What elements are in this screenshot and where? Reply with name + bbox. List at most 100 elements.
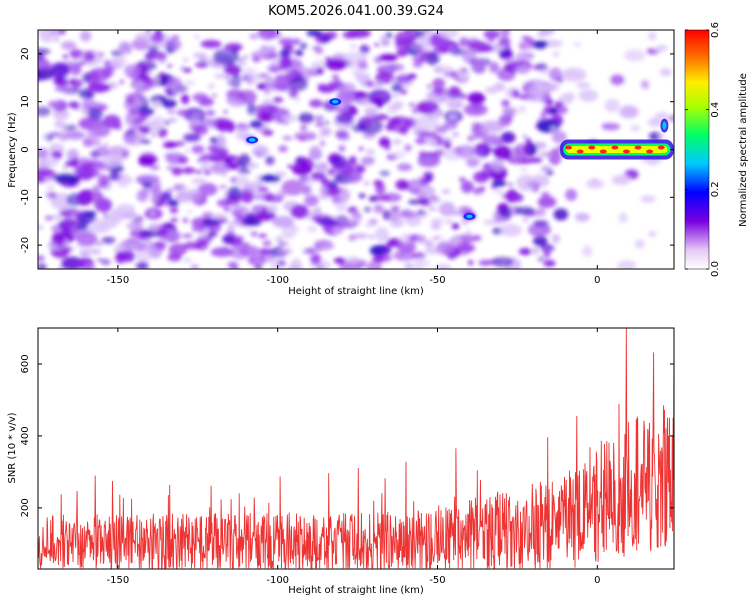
chart-title: KOM5.2026.041.00.39.G24: [268, 4, 444, 19]
spectrogram-noise-blob: [205, 109, 216, 117]
spectrogram-noise-blob: [604, 98, 620, 113]
spectrogram-noise-blob: [396, 163, 413, 172]
spectrogram-noise-blob: [500, 30, 511, 38]
spectrogram-noise-blob: [281, 114, 298, 123]
spectrogram-noise-blob: [311, 60, 328, 71]
spectrogram-noise-blob: [299, 42, 308, 50]
spectrogram-noise-blob: [180, 93, 190, 105]
spectrogram-noise-blob: [133, 80, 145, 93]
spectrogram-noise-blob: [409, 180, 422, 191]
spectrogram-noise-blob: [136, 249, 152, 264]
spectrogram-noise-blob: [424, 131, 437, 139]
spectrogram-noise-blob: [115, 203, 136, 215]
spectrogram-noise-blob: [358, 146, 365, 152]
colorbar-label: Normalized spectral amplitude: [738, 73, 749, 227]
snr-axes: -150 -100 -50 0 200 400 600: [20, 328, 674, 586]
spectrogram-noise-blob: [348, 234, 357, 242]
spectrogram-noise-blob: [128, 106, 138, 116]
spectrogram-noise-blob: [223, 109, 228, 114]
spectrogram-noise-blob: [151, 132, 156, 137]
spectrogram-noise-blob: [533, 220, 549, 227]
colorbar-gradient: [684, 29, 710, 270]
spectrogram-noise-blob: [659, 68, 672, 77]
spectrogram-noise-blob: [370, 194, 390, 202]
spectrogram-noise-blob: [363, 114, 375, 126]
spectrogram-noise-blob: [167, 64, 172, 68]
spectrogram-noise-blob: [65, 130, 85, 141]
spectrogram-noise-blob: [171, 167, 183, 176]
spectrogram-noise-blob: [363, 206, 372, 213]
spectrogram-noise-blob: [38, 224, 44, 231]
spectrogram-noise-blob: [418, 150, 426, 158]
spectrogram-noise-blob: [257, 186, 269, 192]
spectrogram-noise-blob: [513, 143, 532, 156]
spectrogram-noise-blob: [365, 148, 375, 156]
spectrogram-noise-blob: [243, 55, 249, 59]
spectrogram-noise-blob: [396, 48, 408, 57]
spectrogram-noise-blob: [335, 113, 354, 124]
spectrogram-noise-blob: [173, 141, 186, 147]
spectrogram-noise-blob: [252, 193, 268, 201]
spectrogram-noise-blob: [457, 66, 470, 82]
spectrogram-noise-blob: [157, 127, 168, 138]
spectrogram-noise-blob: [169, 207, 179, 214]
spectrogram-noise-blob: [51, 131, 61, 138]
spectrogram-noise-blob: [543, 249, 551, 258]
spectrogram-noise-blob: [434, 236, 439, 240]
spectrogram-noise-blob: [238, 153, 251, 169]
spectrogram-noise-blob: [332, 74, 340, 81]
spectrogram-noise-blob: [94, 197, 113, 212]
spectrogram-noise-blob: [527, 157, 543, 163]
spectrogram-noise-blob: [565, 92, 575, 102]
snr-x-tick-label: -150: [107, 575, 130, 586]
spectrogram-noise-blob: [592, 178, 598, 183]
spectrogram-noise-blob: [536, 119, 560, 133]
spectrogram-noise-blob: [222, 174, 227, 177]
spectrogram-noise-blob: [276, 250, 288, 258]
spectrogram-frame: [37, 29, 675, 270]
spectrogram-noise-blob: [209, 137, 218, 143]
spectrogram-noise-blob: [408, 199, 422, 205]
spectrogram-noise-blob: [439, 201, 456, 217]
spectrogram-noise-blob: [124, 134, 146, 146]
spectrogram-noise-blob: [122, 151, 128, 157]
spectrogram-noise-blob: [259, 174, 281, 183]
spectrogram-noise-blob: [233, 100, 246, 107]
spectrogram-noise-blob: [304, 194, 319, 207]
spectrogram-noise-blob: [258, 247, 272, 256]
spectrogram-noise-blob: [345, 220, 359, 227]
spectrogram-noise-blob: [375, 226, 389, 242]
spectrogram-noise-blob: [484, 43, 490, 49]
spectrogram-noise-blob: [414, 30, 425, 38]
spectrogram-noise-blob: [247, 163, 259, 169]
spectrogram-hotspot-core: [332, 99, 339, 104]
spectrogram-noise-blob: [335, 129, 349, 139]
spectrogram-noise-blob: [150, 212, 156, 216]
spectrogram-noise-blob: [166, 188, 175, 192]
spectrogram-noise-blob: [154, 241, 167, 250]
spectrogram-noise-blob: [542, 39, 563, 48]
spectrogram-noise-blob: [435, 263, 452, 269]
spectrogram-noise-blob: [551, 233, 561, 244]
spectrogram-noise-blob: [427, 84, 432, 89]
spectrogram-noise-blob: [38, 263, 47, 269]
spectrogram-noise-blob: [378, 53, 398, 62]
spectrogram-noise-blob: [241, 218, 262, 227]
spectrogram-noise-blob: [237, 168, 251, 175]
spectrogram-noise-blob: [127, 240, 142, 249]
spectrogram-noise-blob: [183, 257, 192, 263]
spectrogram-noise-blob: [301, 184, 312, 195]
spectrogram-noise-blob: [444, 219, 454, 224]
spectrogram-noise-blob: [237, 60, 248, 67]
spectrogram-noise-blob: [170, 217, 179, 223]
snr-x-axis-label: Height of straight line (km): [288, 585, 424, 596]
spectrogram-noise-blob: [417, 155, 440, 168]
spectrogram-noise-blob: [215, 134, 226, 147]
spectrogram-noise-blob: [288, 89, 299, 99]
spectrogram-y-tick-label: -10: [20, 189, 31, 205]
spectrogram-noise-blob: [38, 106, 51, 117]
spectrogram-noise-blob: [182, 166, 196, 174]
spectrogram-noise-blob: [404, 263, 413, 269]
spectrogram-noise-blob: [102, 114, 121, 129]
